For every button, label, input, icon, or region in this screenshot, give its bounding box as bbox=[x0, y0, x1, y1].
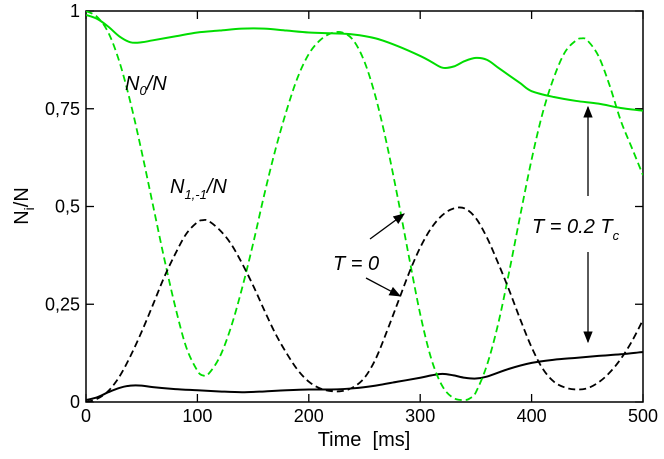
y-axis-title: Ni/N bbox=[11, 187, 37, 225]
y-axis-title-sub: i bbox=[21, 207, 37, 210]
y-tick-label: 0,75 bbox=[45, 99, 80, 119]
x-tick-label: 100 bbox=[182, 406, 212, 426]
n1-curve-label: N1,-1/N bbox=[170, 176, 227, 202]
y-tick-label: 0 bbox=[70, 392, 80, 412]
t0-arrow-down bbox=[365, 277, 402, 297]
x-axis-title: Time [ms] bbox=[318, 429, 411, 451]
series-n1-t0 bbox=[86, 206, 643, 402]
y-tick-label: 0,25 bbox=[45, 294, 80, 314]
series-n0-t02tc bbox=[86, 13, 643, 112]
y-tick-label: 1 bbox=[70, 1, 80, 21]
tc-label: T = 0.2 Tc bbox=[532, 216, 620, 243]
series-group bbox=[86, 11, 643, 402]
axis-ticks: 0 100 200 300 400 500 0 0,25 0,5 0,75 1 bbox=[45, 1, 658, 426]
n0-curve-label: N0/N bbox=[125, 73, 167, 98]
x-tick-label: 500 bbox=[628, 406, 658, 426]
t0-arrow-up bbox=[369, 213, 405, 240]
x-tick-label: 400 bbox=[517, 406, 547, 426]
y-axis-title-tail: /N bbox=[11, 187, 33, 207]
series-n0-t0 bbox=[86, 11, 643, 401]
x-tick-label: 0 bbox=[81, 406, 91, 426]
x-tick-label: 200 bbox=[294, 406, 324, 426]
plot-frame bbox=[85, 10, 644, 403]
x-tick-label: 300 bbox=[405, 406, 435, 426]
y-axis-title-main: N bbox=[11, 210, 33, 224]
series-n1-t02tc bbox=[86, 350, 643, 402]
t0-label: T = 0 bbox=[333, 253, 379, 275]
svg-text:Ni/N: Ni/N bbox=[11, 187, 37, 225]
y-tick-label: 0,5 bbox=[55, 197, 80, 217]
